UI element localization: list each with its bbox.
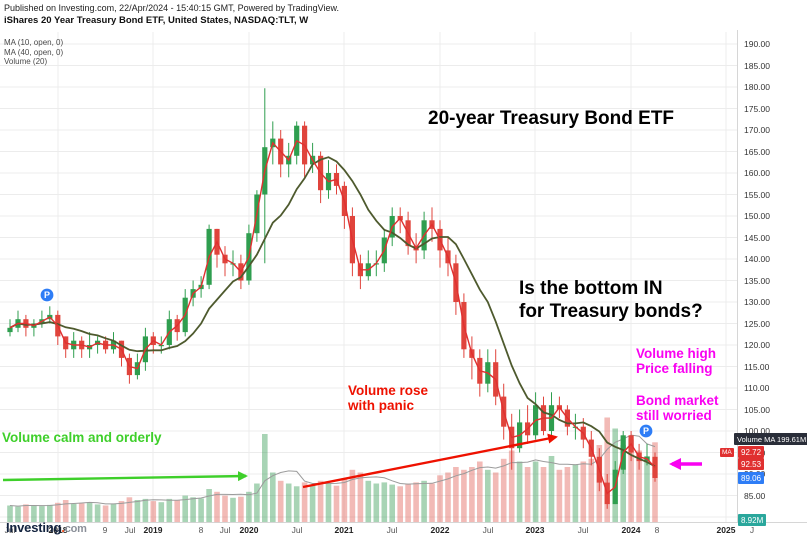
time-axis-label: 2025 [716, 525, 736, 535]
indicator-legend: MA (10, open, 0) MA (40, open, 0) Volume… [4, 38, 63, 67]
annotation-arrows [2, 433, 702, 489]
annotation-bottom-question: Is the bottom IN for Treasury bonds? [519, 277, 703, 323]
time-axis-label: 8 [654, 525, 660, 535]
last-price-badge: 89.06 [738, 472, 765, 484]
time-axis-label: 8 [198, 525, 204, 535]
time-axis-label: Jul [386, 525, 398, 535]
svg-text:P: P [643, 426, 649, 436]
time-axis-label: 2023 [525, 525, 545, 535]
annotation-volume-panic: Volume rose with panic [348, 383, 428, 413]
time-axis[interactable]: Jul 2018 9 Jul 2019 8 Jul 2020 Jul 2021 Jul 2022 Jul… [0, 525, 807, 539]
time-axis-label: 2022 [430, 525, 450, 535]
time-axis-label: J [749, 525, 755, 535]
time-axis-label: Jul [219, 525, 231, 535]
annotation-volume-high: Volume high Price falling [636, 346, 716, 376]
time-axis-label: Jul [291, 525, 303, 535]
time-axis-label: 9 [102, 525, 108, 535]
legend-ma10[interactable]: MA (10, open, 0) [4, 38, 64, 47]
time-axis-label: 2018 [48, 525, 68, 535]
time-axis-label: Jul [4, 525, 16, 535]
ma10-price-badge: 92.72 [738, 446, 765, 458]
time-axis-label: Jul [482, 525, 494, 535]
instrument-title: iShares 20 Year Treasury Bond ETF, Unite… [4, 15, 309, 26]
time-axis-label: 2021 [334, 525, 354, 535]
p-marker[interactable]: P [39, 287, 55, 303]
annotation-line: still worried [636, 408, 712, 423]
annotation-line: Price falling [636, 361, 713, 376]
volume-ma-line [9, 434, 656, 507]
time-axis-label: 2024 [621, 525, 641, 535]
volume-ma-badge-label: Volume MA [737, 434, 775, 444]
red-arrow [302, 433, 558, 489]
logo-brand: Investing [6, 520, 62, 535]
annotation-headline: 20-year Treasury Bond ETF [428, 108, 675, 129]
annotation-line: with panic [348, 398, 415, 413]
svg-text:P: P [44, 290, 50, 300]
logo-suffix: com [64, 523, 87, 535]
published-line: Published on Investing.com, 22/Apr/2024 … [4, 3, 340, 13]
legend-volume[interactable]: Volume (20) [4, 57, 48, 66]
annotation-line: for Treasury bonds? [519, 301, 703, 322]
ma40-line [9, 156, 656, 468]
annotation-line: Volume rose [348, 383, 429, 398]
time-axis-label: 2019 [143, 525, 163, 535]
ma-chip: MA [720, 448, 734, 457]
green-arrow [2, 471, 248, 482]
logo-dot: . [61, 520, 65, 535]
time-axis-label: 2020 [239, 525, 259, 535]
legend-ma40[interactable]: MA (40, open, 0) [4, 47, 64, 57]
annotation-volume-calm: Volume calm and orderly [2, 430, 162, 445]
annotation-line: Bond market [636, 393, 719, 408]
annotation-line: Volume high [636, 346, 716, 361]
investing-logo: Investing.com [6, 520, 87, 535]
ma40-price-badge: 92.53 [738, 458, 765, 470]
time-axis-label: Jul [124, 525, 136, 535]
volume-ma-badge-value: 199.61M [777, 434, 807, 444]
p-marker[interactable]: P [638, 423, 654, 439]
annotation-line: Is the bottom IN [519, 278, 663, 299]
volume-ma-badge: Volume MA 199.61M [734, 433, 807, 445]
annotation-bond-market: Bond market still worried [636, 393, 719, 423]
last-volume-badge: 8.92M [738, 514, 767, 526]
ma10-line [9, 139, 656, 495]
time-axis-label: Jul [577, 525, 589, 535]
volume-bars [7, 417, 658, 523]
